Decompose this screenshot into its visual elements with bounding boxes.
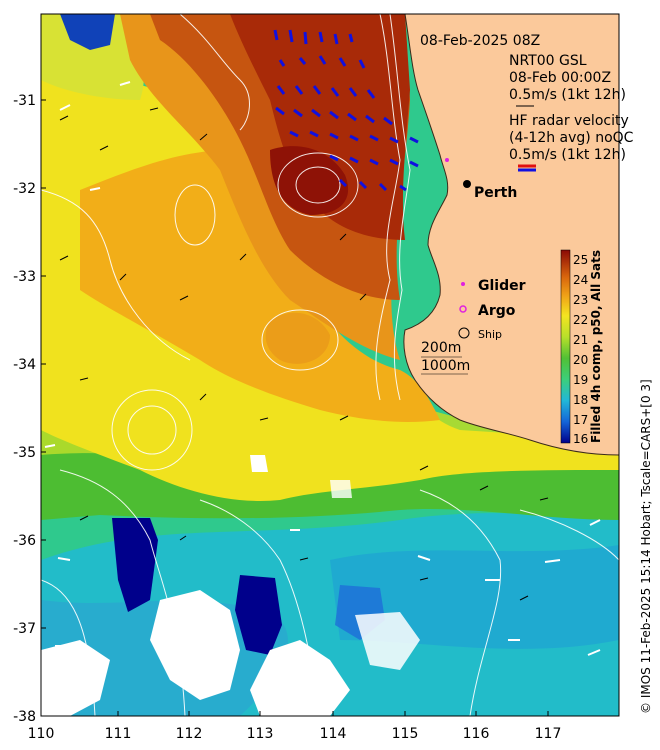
colorbar-tick: 21: [573, 333, 588, 347]
x-tick-label: 110: [28, 726, 55, 742]
colorbar-tick: 17: [573, 413, 588, 427]
axes-frame: [40, 13, 620, 717]
hf-title-line1: HF radar velocity: [509, 113, 629, 129]
x-tick-label: 113: [247, 726, 274, 742]
colorbar-tick: 24: [573, 273, 588, 287]
colorbar-tick: 22: [573, 313, 588, 327]
x-tick-label: 114: [320, 726, 347, 742]
x-tick-label: 111: [105, 726, 132, 742]
y-tick-label: -31: [13, 93, 36, 109]
y-tick-label: -37: [13, 621, 36, 637]
city-label: Perth: [474, 185, 517, 201]
legend: 08-Feb-2025 08Z NRT00 GSL 08-Feb 00:00Z …: [420, 33, 634, 375]
hf-radar-arrows: [273, 29, 419, 192]
colorbar-tick: 16: [573, 432, 588, 446]
ship-symbol: [458, 327, 470, 339]
y-tick-label: -36: [13, 533, 36, 549]
x-tick-label: 115: [392, 726, 419, 742]
colorbar-tick: 19: [573, 373, 588, 387]
nrt-date: 08-Feb 00:00Z: [509, 70, 611, 86]
fast-current-arrows: [44, 81, 601, 706]
x-tick-label: 112: [176, 726, 203, 742]
nrt-title: NRT00 GSL: [509, 53, 587, 69]
map-panel: [41, 14, 619, 716]
argo-marker: [445, 158, 449, 162]
y-tick-label: -38: [13, 709, 36, 725]
contour-1000-label: 1000m: [421, 358, 470, 374]
colorbar-tick: 23: [573, 293, 588, 307]
tick-marks: [40, 99, 549, 717]
colorbar-label: Filled 4h comp, p50, All Sats: [589, 250, 603, 443]
hf-title-line2: (4-12h avg) noQC: [509, 130, 634, 146]
glider-symbol: [461, 282, 465, 286]
contour-200-label: 200m: [421, 340, 461, 356]
glider-label: Glider: [478, 278, 526, 294]
x-tick-label: 117: [535, 726, 562, 742]
x-tick-labels: 110 111 112 113 114 115 116 117: [28, 726, 562, 742]
y-tick-label: -33: [13, 269, 36, 285]
date-title: 08-Feb-2025 08Z: [420, 33, 540, 49]
argo-label: Argo: [478, 303, 516, 319]
argo-symbol: [459, 305, 467, 313]
nrt-scale: 0.5m/s (1kt 12h): [509, 87, 626, 103]
colorbar-scale: [560, 249, 571, 444]
colorbar-ticks: 25 24 23 22 21 20 19 18 17 16: [573, 253, 588, 446]
ship-label: Ship: [478, 328, 502, 341]
perth-marker: [463, 180, 471, 188]
credit-text: © IMOS 11-Feb-2025 15:14 Hobart; Tscale=…: [639, 379, 653, 714]
colorbar-tick: 25: [573, 253, 588, 267]
y-tick-label: -35: [13, 445, 36, 461]
colorbar: 25 24 23 22 21 20 19 18 17 16 Filled 4h …: [560, 249, 603, 446]
x-tick-label: 116: [463, 726, 490, 742]
y-tick-label: -34: [13, 357, 36, 373]
colorbar-tick: 18: [573, 393, 588, 407]
y-tick-label: -32: [13, 181, 36, 197]
contour-lines: [41, 14, 619, 716]
hf-scale: 0.5m/s (1kt 12h): [509, 147, 626, 163]
y-tick-labels: -31 -32 -33 -34 -35 -36 -37 -38: [13, 93, 36, 725]
current-arrows: [59, 107, 549, 601]
colorbar-tick: 20: [573, 353, 588, 367]
coastline: [403, 14, 619, 456]
